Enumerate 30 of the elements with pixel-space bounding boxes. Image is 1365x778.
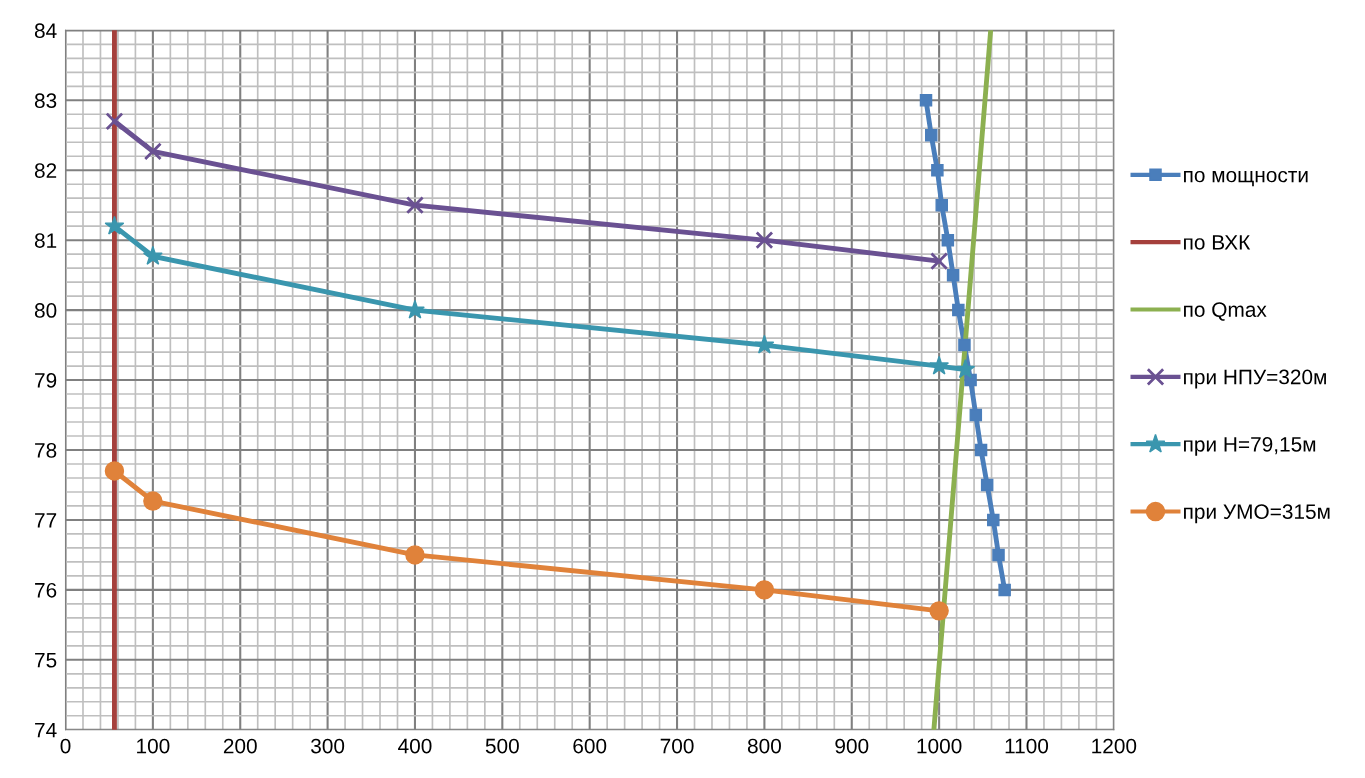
x-tick-label: 300 bbox=[311, 738, 345, 754]
y-tick-label: 78 bbox=[35, 443, 57, 458]
y-tick-label: 81 bbox=[34, 233, 57, 248]
y-tick-label: 80 bbox=[34, 303, 57, 318]
x-tick-label: 500 bbox=[485, 738, 519, 754]
y-tick-label: 74 bbox=[35, 722, 57, 738]
x-tick-label: 1100 bbox=[1005, 738, 1049, 754]
x-tick-label: 800 bbox=[747, 738, 781, 754]
y-tick-label: 75 bbox=[35, 653, 57, 668]
legend-label: по ВХК bbox=[1184, 235, 1251, 250]
x-tick-label: 100 bbox=[137, 738, 170, 754]
x-tick-label: 200 bbox=[223, 738, 257, 754]
y-tick-label: 76 bbox=[35, 582, 57, 598]
legend-label: при Н=79,15м bbox=[1184, 436, 1316, 456]
y-tick-label: 83 bbox=[34, 93, 57, 109]
x-tick-label: 1200 bbox=[1092, 738, 1137, 754]
y-tick-label: 77 bbox=[35, 513, 57, 528]
x-tick-label: 600 bbox=[573, 738, 607, 754]
y-tick-label: 79 bbox=[35, 373, 57, 388]
legend-label: по мощности bbox=[1184, 170, 1308, 187]
y-tick-label: 84 bbox=[34, 23, 57, 39]
x-tick-label: 1000 bbox=[917, 738, 962, 754]
x-tick-label: 0 bbox=[60, 738, 71, 754]
x-tick-label: 400 bbox=[398, 738, 432, 754]
x-tick-label: 700 bbox=[660, 738, 694, 754]
legend-label: по Qmax bbox=[1184, 302, 1267, 321]
legend-label: при УМО=315м bbox=[1184, 504, 1330, 524]
x-tick-label: 900 bbox=[835, 738, 869, 754]
y-tick-label: 82 bbox=[34, 163, 57, 178]
legend-label: при НПУ=320м bbox=[1184, 369, 1326, 389]
